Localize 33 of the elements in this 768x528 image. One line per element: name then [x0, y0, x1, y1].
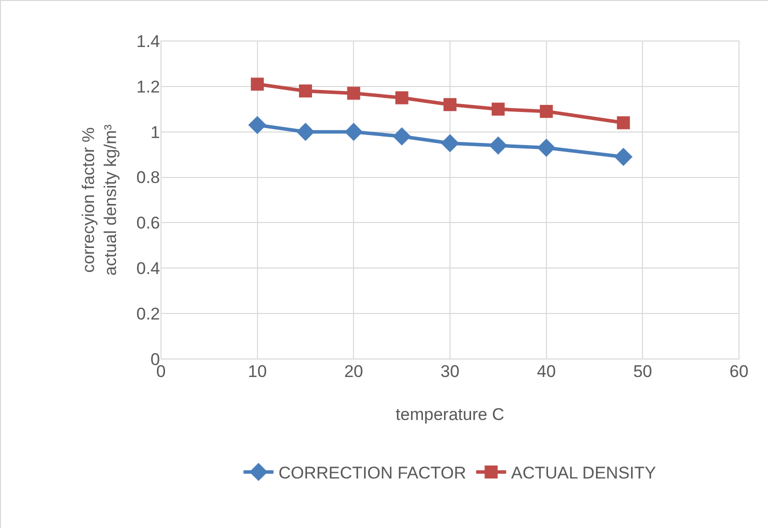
point — [299, 84, 312, 98]
point — [537, 138, 556, 157]
point — [347, 86, 360, 100]
point — [250, 78, 264, 91]
legend-label: ACTUAL DENSITY — [511, 464, 656, 483]
x-tick-label: 40 — [536, 362, 556, 381]
x-tick-label: 10 — [248, 362, 267, 381]
x-axis-title: temperature C — [396, 405, 504, 424]
y-tick-label: 0.2 — [136, 304, 160, 324]
point — [614, 148, 632, 166]
y-tick-label: 1.4 — [136, 32, 160, 51]
y-tick-label: 0.6 — [136, 214, 160, 233]
point — [489, 136, 508, 155]
y-axis-title: correcyion factor % actual density kg/m³ — [78, 124, 120, 276]
point — [616, 116, 630, 130]
point — [440, 134, 460, 152]
x-tick-label: 20 — [344, 362, 364, 381]
y-tick-label: 1.2 — [136, 77, 160, 96]
point — [344, 122, 363, 141]
y-tick-label: 0.8 — [136, 168, 160, 188]
point — [248, 116, 266, 134]
y-tick-label: 0.4 — [136, 259, 160, 278]
point — [296, 122, 315, 141]
point — [395, 91, 408, 104]
y-tick-label: 1 — [150, 122, 160, 142]
legend-label: CORRECTION FACTOR — [278, 464, 466, 483]
x-tick-label: 30 — [440, 362, 460, 381]
point — [540, 104, 553, 118]
x-tick-label: 50 — [633, 362, 652, 381]
x-tick-label: 60 — [730, 362, 748, 381]
point — [492, 102, 505, 116]
point — [392, 127, 411, 146]
point — [444, 98, 456, 112]
